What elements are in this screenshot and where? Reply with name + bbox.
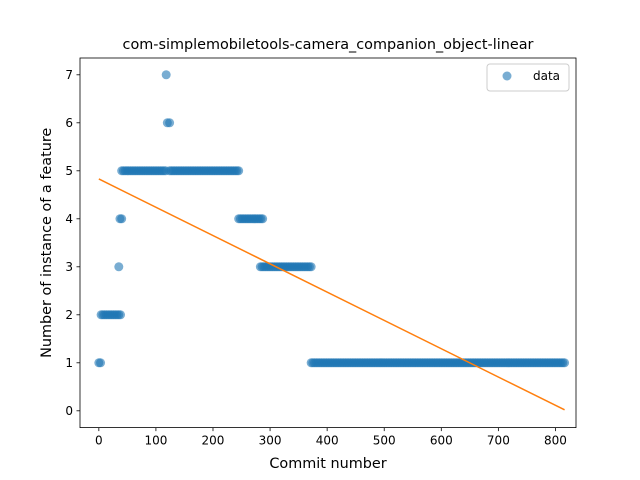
data-point [117,214,127,224]
chart-title: com-simplemobiletools-camera_companion_o… [123,37,534,53]
legend-label-data: data [533,69,560,83]
x-tick-label: 300 [259,434,282,448]
x-tick-label: 400 [316,434,339,448]
fit-line [98,178,565,411]
data-point [165,118,175,128]
x-tick-label: 500 [373,434,396,448]
x-tick-label: 100 [144,434,167,448]
y-axis-label: Number of instance of a feature [39,128,55,358]
data-point [116,310,126,320]
x-tick-label: 700 [487,434,510,448]
legend-box [486,63,570,92]
data-point [258,214,268,224]
y-tick-label: 3 [65,260,73,274]
x-tick-label: 0 [95,434,103,448]
legend: data [486,63,570,92]
y-tick-label: 5 [65,164,73,178]
x-tick-label: 800 [544,434,567,448]
y-tick-label: 7 [65,68,73,82]
x-tick-label: 600 [430,434,453,448]
data-point [161,70,171,80]
data-point [96,358,106,368]
y-tick-label: 4 [65,212,73,226]
data-point [560,358,570,368]
x-axis-label: Commit number [269,456,386,472]
y-tick-label: 6 [65,116,73,130]
data-point [114,262,124,272]
plot-frame [79,57,577,429]
data-point [234,166,244,176]
y-tick-label: 1 [65,356,73,370]
data-point [306,262,316,272]
legend-marker [502,71,512,81]
y-tick-label: 0 [65,404,73,418]
y-tick-label: 2 [65,308,73,322]
x-tick-label: 200 [202,434,225,448]
